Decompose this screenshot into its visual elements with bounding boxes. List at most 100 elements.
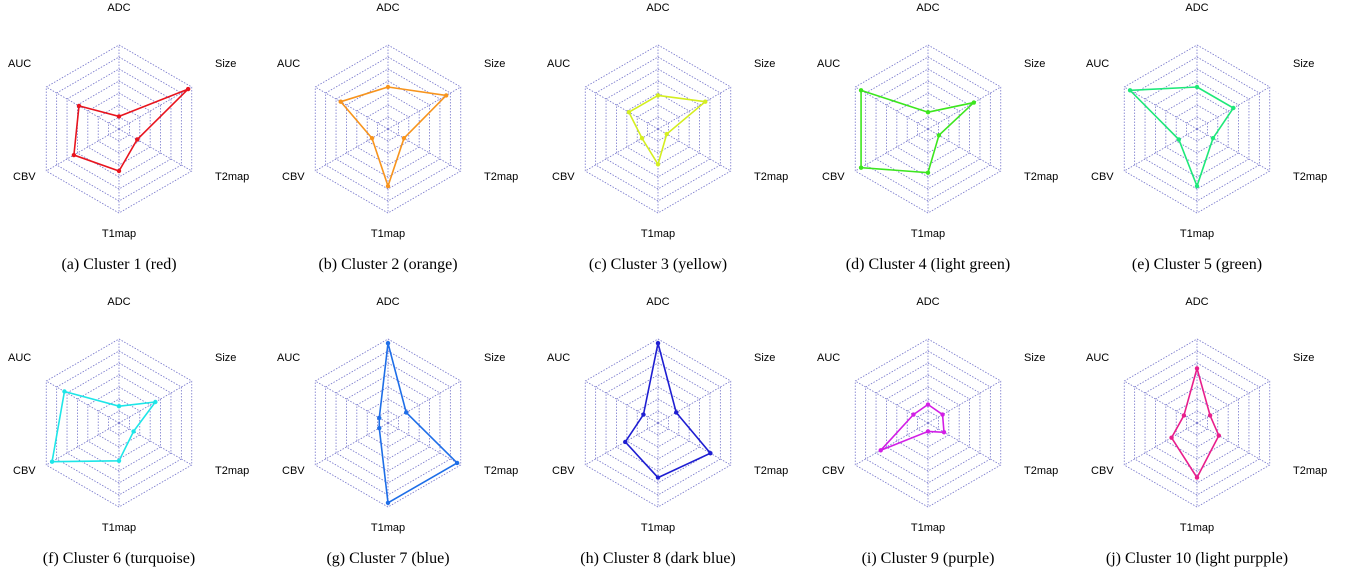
data-point-size — [444, 93, 449, 98]
axis-label-size: Size — [1293, 58, 1314, 70]
data-point-t1map — [655, 475, 661, 480]
axis-spoke-auc — [585, 380, 659, 424]
chart-caption: (i) Cluster 9 (purple) — [862, 550, 995, 567]
axis-label-adc: ADC — [107, 296, 130, 308]
axis-spoke-auc — [1124, 86, 1198, 130]
data-point-cbv — [858, 165, 864, 170]
data-polygon — [1170, 365, 1220, 480]
radar-chart-7: ADC Size T2map T1map CBV AUC (g) Cluster 7 (bl… — [277, 296, 518, 567]
data-polygon — [627, 94, 708, 167]
axis-spoke-auc — [315, 380, 389, 424]
radar-chart-10: ADC Size T2map T1map CBV AUC (j) Cluster 10 (l… — [1086, 296, 1327, 567]
axis-label-t1map: T1map — [1180, 522, 1214, 534]
data-point-size — [153, 399, 158, 405]
axis-label-auc: AUC — [817, 352, 840, 364]
axis-label-t1map: T1map — [911, 228, 945, 240]
data-point-auc — [62, 389, 67, 394]
axis-label-adc: ADC — [916, 296, 939, 308]
data-point-t1map — [925, 429, 931, 434]
data-point-cbv — [369, 136, 375, 141]
data-point-t1map — [385, 500, 391, 505]
chart-caption: (j) Cluster 10 (light purpple) — [1106, 550, 1288, 567]
axis-spoke-cbv — [1124, 422, 1198, 466]
data-point-adc — [1194, 84, 1200, 90]
radar-chart-6: ADC Size T2map T1map CBV AUC (f) Cluster 6 (tu… — [8, 296, 249, 567]
axis-label-t2map: T2map — [215, 465, 249, 477]
axis-spoke-cbv — [585, 128, 659, 172]
axis-label-t1map: T1map — [102, 522, 136, 534]
data-point-size — [1231, 105, 1236, 111]
radar-chart-1: ADC Size T2map T1map CBV AUC (a) Cluster 1 (re… — [8, 2, 249, 273]
data-point-t2map — [936, 133, 942, 138]
axis-label-t2map: T2map — [215, 171, 249, 183]
axis-label-auc: AUC — [1086, 352, 1109, 364]
data-point-adc — [385, 84, 391, 90]
radar-chart-5: ADC Size T2map T1map CBV AUC (e) Cluster 5 (gr… — [1086, 2, 1327, 273]
chart-caption: (b) Cluster 2 (orange) — [318, 256, 457, 273]
axis-spoke-auc — [585, 86, 659, 130]
axis-label-t1map: T1map — [1180, 228, 1214, 240]
axis-spoke-t2map — [927, 128, 1001, 172]
data-point-cbv — [1176, 137, 1182, 142]
radar-chart-2: ADC Size T2map T1map CBV AUC (b) Cluster 2 (or… — [277, 2, 518, 273]
axis-spoke-size — [118, 86, 192, 130]
data-point-t1map — [116, 458, 122, 463]
data-point-auc — [338, 99, 343, 104]
axis-spoke-size — [927, 86, 1001, 130]
data-point-adc — [655, 93, 661, 98]
axis-label-cbv: CBV — [282, 171, 305, 183]
axis-label-t1map: T1map — [371, 522, 405, 534]
axis-label-adc: ADC — [107, 2, 130, 14]
axis-spoke-auc — [855, 86, 929, 130]
data-point-size — [940, 412, 945, 417]
data-point-t1map — [1194, 475, 1200, 480]
chart-caption: (a) Cluster 1 (red) — [61, 256, 176, 273]
axis-spoke-t2map — [927, 422, 1001, 466]
axis-label-adc: ADC — [646, 2, 669, 14]
axis-label-adc: ADC — [1185, 2, 1208, 14]
data-point-t1map — [655, 162, 661, 167]
axis-spoke-t2map — [657, 128, 731, 172]
axis-spoke-size — [657, 380, 731, 424]
axis-label-auc: AUC — [277, 58, 300, 70]
axis-label-cbv: CBV — [552, 465, 575, 477]
data-point-auc — [858, 88, 864, 93]
data-point-t2map — [664, 131, 669, 137]
axis-label-cbv: CBV — [13, 171, 36, 183]
axis-spoke-cbv — [315, 128, 389, 172]
axis-spoke-t2map — [118, 128, 192, 172]
data-point-auc — [911, 412, 916, 417]
data-point-cbv — [623, 439, 628, 445]
data-point-cbv — [878, 448, 883, 453]
axis-spoke-t2map — [387, 128, 461, 172]
axis-label-cbv: CBV — [282, 465, 305, 477]
axis-label-cbv: CBV — [552, 171, 575, 183]
data-point-size — [403, 410, 409, 415]
chart-caption: (h) Cluster 8 (dark blue) — [580, 550, 736, 567]
axis-label-t2map: T2map — [1293, 171, 1327, 183]
axis-label-cbv: CBV — [1091, 171, 1114, 183]
axis-label-auc: AUC — [8, 58, 31, 70]
data-point-cbv — [1169, 435, 1174, 440]
axis-label-size: Size — [484, 352, 505, 364]
axis-label-t1map: T1map — [371, 228, 405, 240]
data-point-t1map — [116, 168, 122, 174]
data-point-t2map — [131, 429, 136, 434]
data-point-cbv — [377, 425, 382, 431]
data-point-t2map — [134, 137, 140, 142]
axis-spoke-size — [387, 380, 461, 424]
data-point-t1map — [1194, 183, 1200, 189]
data-point-auc — [76, 103, 82, 109]
axis-label-adc: ADC — [916, 2, 939, 14]
axis-label-t2map: T2map — [754, 465, 788, 477]
axis-spoke-t2map — [657, 422, 731, 466]
axis-label-size: Size — [1293, 352, 1314, 364]
axis-label-t2map: T2map — [1024, 465, 1058, 477]
axis-label-auc: AUC — [817, 58, 840, 70]
axis-spoke-cbv — [315, 422, 389, 466]
axis-label-auc: AUC — [277, 352, 300, 364]
axis-spoke-cbv — [46, 128, 120, 172]
data-point-adc — [116, 404, 122, 409]
data-point-adc — [925, 110, 931, 115]
